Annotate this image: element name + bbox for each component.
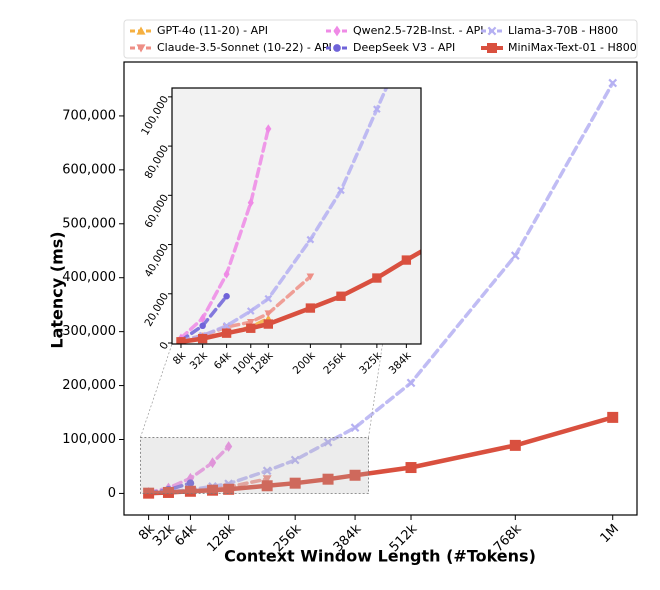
marker — [305, 303, 316, 313]
marker — [246, 319, 255, 326]
marker — [223, 269, 230, 279]
y-tick-label: 100,000 — [62, 432, 116, 447]
x-tick-label: 32k — [150, 521, 178, 549]
marker — [223, 292, 230, 300]
y-axis-label: Latency (ms) — [48, 231, 67, 348]
legend-marker — [333, 25, 341, 37]
marker — [289, 477, 301, 489]
marker — [199, 322, 206, 330]
x-tick-label: 64k — [172, 521, 200, 549]
marker — [197, 333, 208, 344]
marker — [262, 475, 272, 484]
marker — [176, 337, 186, 344]
marker — [349, 469, 361, 481]
marker — [247, 198, 254, 208]
marker — [225, 441, 233, 452]
marker — [373, 105, 381, 114]
x-tick-label: 1M — [598, 522, 622, 546]
legend-label: GPT-4o (11-20) - API — [157, 24, 268, 37]
marker — [607, 411, 619, 423]
legend-marker — [136, 26, 146, 35]
marker — [143, 487, 155, 499]
series-group — [143, 78, 619, 499]
marker — [306, 273, 315, 281]
legend-marker — [487, 26, 497, 36]
marker — [208, 457, 217, 469]
marker — [290, 455, 300, 465]
marker — [336, 291, 346, 301]
marker — [199, 313, 206, 323]
marker — [509, 439, 521, 451]
marker — [608, 78, 618, 88]
marker — [246, 323, 256, 333]
marker — [264, 310, 273, 318]
inset-area — [172, 88, 421, 344]
marker — [222, 321, 231, 330]
y-tick-label: 0 — [108, 486, 116, 501]
y-tick-label: 300,000 — [62, 324, 116, 339]
y-tick-label: 500,000 — [62, 216, 116, 231]
y-tick-label: 200,000 — [62, 378, 116, 393]
marker — [322, 473, 334, 485]
series-line — [179, 88, 389, 343]
marker — [323, 437, 333, 447]
marker — [401, 255, 412, 265]
y-tick-label: 700,000 — [62, 108, 116, 123]
marker — [162, 486, 174, 498]
marker — [405, 462, 417, 474]
marker — [306, 235, 315, 244]
zoom-connector — [140, 343, 173, 438]
marker — [263, 319, 274, 329]
marker — [510, 251, 520, 260]
legend-label: Llama-3-70B - H800 — [508, 24, 618, 37]
y-tick-label: 400,000 — [62, 270, 116, 285]
marker — [246, 307, 255, 315]
legend-box — [123, 19, 638, 59]
marker — [264, 294, 273, 303]
plot-frame — [123, 61, 638, 516]
legend-label: MiniMax-Text-01 - H800 — [508, 41, 637, 54]
y-tick-label: 600,000 — [62, 162, 116, 177]
legend-label: DeepSeek V3 - API — [353, 41, 455, 54]
marker — [221, 328, 232, 338]
marker — [265, 124, 272, 134]
x-axis-label: Context Window Length (#Tokens) — [224, 547, 536, 566]
marker — [350, 423, 360, 433]
marker — [207, 484, 219, 496]
legend-marker — [136, 44, 146, 53]
marker — [406, 378, 416, 388]
marker — [372, 273, 382, 283]
marker — [262, 466, 272, 476]
legend-label: Qwen2.5-72B-Inst. - API — [353, 24, 484, 37]
marker — [261, 480, 273, 492]
series-group — [176, 88, 421, 344]
legend-marker — [333, 44, 341, 52]
inset-y-tick-label: 0 — [157, 340, 171, 352]
marker — [186, 479, 195, 488]
marker — [223, 483, 235, 495]
legend-marker — [487, 43, 497, 53]
marker — [337, 186, 345, 195]
legend-label: Claude-3.5-Sonnet (10-22) - API — [157, 41, 332, 54]
zoom-region — [139, 437, 369, 495]
inset-frame — [171, 87, 422, 345]
